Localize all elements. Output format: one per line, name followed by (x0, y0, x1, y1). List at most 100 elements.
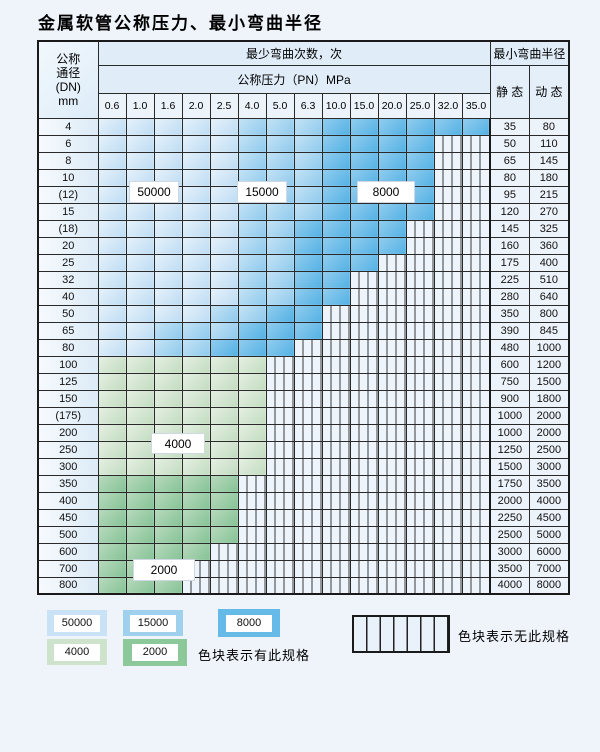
no-spec-cell (405, 491, 435, 510)
spec-cell-8000-cycles (461, 117, 491, 136)
spec-cell-50000-cycles (181, 236, 211, 255)
spec-cell-8000-cycles (265, 338, 295, 357)
spec-cell-15000-cycles (181, 321, 211, 340)
spec-cell-8000-cycles (377, 151, 407, 170)
spec-cell-8000-cycles (349, 134, 379, 153)
pressure-col-header-2.5: 2.5 (209, 92, 239, 119)
min-bend-radius-header: 最小弯曲半径 (489, 40, 570, 66)
table-row-dn-400: 400 2000 4000 (37, 491, 570, 510)
no-spec-cell (433, 202, 463, 221)
no-spec-cell (265, 508, 295, 527)
dynamic-radius-cell: 80 (528, 117, 570, 136)
static-radius-cell: 900 (489, 389, 530, 408)
spec-cell-15000-cycles (209, 304, 239, 323)
no-spec-cell (405, 321, 435, 340)
spec-cell-2000-cycles (97, 508, 127, 527)
no-spec-cell (461, 185, 491, 204)
no-spec-cell (237, 559, 267, 578)
no-spec-cell (293, 355, 323, 374)
spec-cell-2000-cycles (125, 576, 155, 595)
no-spec-cell (265, 406, 295, 425)
spec-cell-4000-cycles (209, 372, 239, 391)
dynamic-radius-cell: 215 (528, 185, 570, 204)
table-row-dn-50: 50 350 800 (37, 304, 570, 323)
table-row-dn-175: (175) 1000 2000 (37, 406, 570, 425)
spec-cell-15000-cycles (265, 134, 295, 153)
no-spec-cell (377, 321, 407, 340)
legend-block-4000: 4000 (47, 639, 107, 665)
no-spec-cell (265, 474, 295, 493)
no-spec-cell (461, 474, 491, 493)
table-row-dn-150: 150 900 1800 (37, 389, 570, 408)
spec-cell-2000-cycles (209, 525, 239, 544)
dn-header-line3: (DN) (55, 79, 81, 94)
no-spec-cell (209, 559, 239, 578)
no-spec-cell (293, 338, 323, 357)
spec-cell-50000-cycles (153, 253, 183, 272)
dynamic-radius-cell: 1200 (528, 355, 570, 374)
no-spec-cell (293, 389, 323, 408)
no-spec-cell (405, 253, 435, 272)
spec-cell-15000-cycles (209, 321, 239, 340)
pressure-col-header-1.0: 1.0 (125, 92, 155, 119)
dn-cell: 250 (37, 440, 99, 459)
dn-cell: 10 (37, 168, 99, 187)
spec-cell-2000-cycles (125, 474, 155, 493)
no-spec-cell (405, 406, 435, 425)
spec-cell-2000-cycles (97, 576, 127, 595)
spec-cell-50000-cycles (97, 151, 127, 170)
spec-cell-15000-cycles (237, 270, 267, 289)
spec-cell-8000-cycles (349, 117, 379, 136)
spec-cell-15000-cycles (181, 338, 211, 357)
spec-cell-50000-cycles (97, 185, 127, 204)
static-radius-cell: 1250 (489, 440, 530, 459)
spec-cell-50000-cycles (181, 134, 211, 153)
spec-cell-8000-cycles (349, 151, 379, 170)
dn-cell: (18) (37, 219, 99, 238)
no-spec-cell (293, 372, 323, 391)
no-spec-cell (405, 389, 435, 408)
no-spec-cell (433, 542, 463, 561)
spec-cell-8000-cycles (377, 117, 407, 136)
dynamic-radius-cell: 270 (528, 202, 570, 221)
spec-cell-2000-cycles (209, 474, 239, 493)
spec-cell-2000-cycles (125, 542, 155, 561)
table-row-dn-200: 200 1000 2000 (37, 423, 570, 442)
pressure-col-header-6.3: 6.3 (293, 92, 323, 119)
dn-cell: 600 (37, 542, 99, 561)
spec-cell-4000-cycles (209, 389, 239, 408)
pressure-values-row: 0.6 1.0 1.6 2.0 2.5 4.0 5.0 6.3 10.0 15.0 20.0 25.0… (38, 92, 569, 119)
no-spec-cell (293, 491, 323, 510)
spec-cell-50000-cycles (153, 134, 183, 153)
no-spec-cell (377, 508, 407, 527)
spec-cell-8000-cycles (349, 202, 379, 221)
dynamic-radius-cell: 3500 (528, 474, 570, 493)
spec-cell-2000-cycles (153, 508, 183, 527)
no-spec-cell (461, 389, 491, 408)
no-spec-cell (433, 372, 463, 391)
spec-cell-50000-cycles (153, 151, 183, 170)
spec-cell-50000-cycles (153, 219, 183, 238)
no-spec-cell (433, 287, 463, 306)
spec-cell-50000-cycles (209, 270, 239, 289)
spec-cell-50000-cycles (209, 134, 239, 153)
spec-cell-50000-cycles (125, 134, 155, 153)
table-row-dn-10: 10 80 180 (37, 168, 570, 187)
dynamic-radius-cell: 4500 (528, 508, 570, 527)
spec-cell-50000-cycles (209, 168, 239, 187)
no-spec-cell (433, 423, 463, 442)
spec-cell-50000-cycles (153, 304, 183, 323)
no-spec-cell (405, 355, 435, 374)
no-spec-cell (461, 253, 491, 272)
dynamic-radius-cell: 400 (528, 253, 570, 272)
static-radius-cell: 145 (489, 219, 530, 238)
no-spec-cell (321, 321, 351, 340)
static-radius-cell: 1000 (489, 423, 530, 442)
zone-label-2000: 2000 (133, 559, 195, 581)
dynamic-radius-cell: 6000 (528, 542, 570, 561)
spec-cell-4000-cycles (125, 457, 155, 476)
spec-cell-4000-cycles (181, 457, 211, 476)
spec-cell-50000-cycles (97, 134, 127, 153)
spec-cell-8000-cycles (293, 304, 323, 323)
spec-cell-15000-cycles (237, 219, 267, 238)
